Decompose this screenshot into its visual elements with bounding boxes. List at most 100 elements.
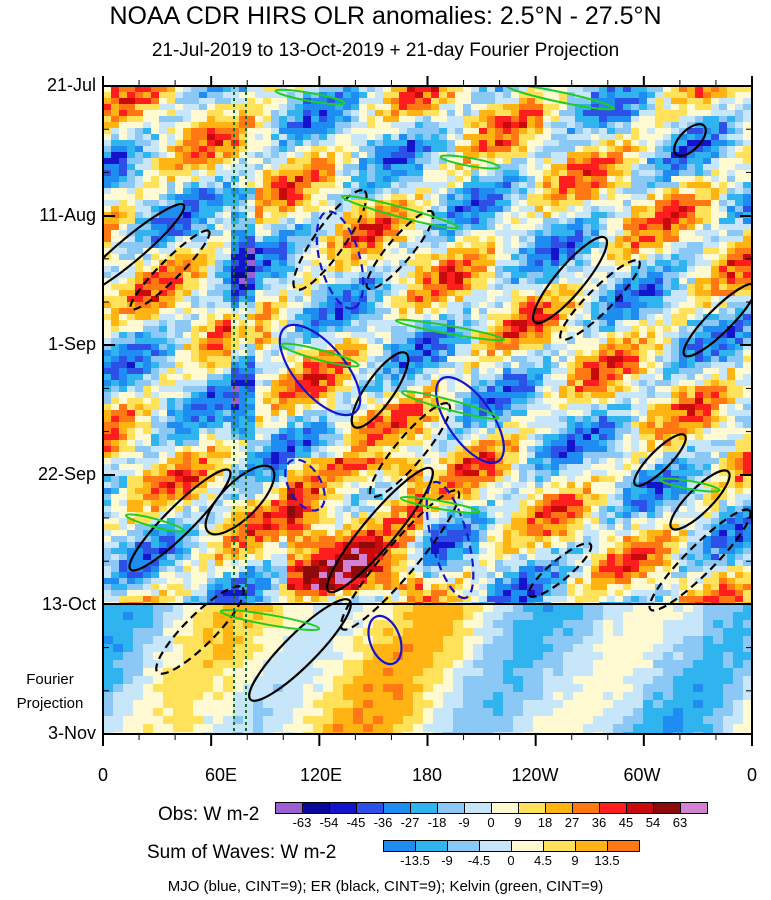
olr-cell <box>575 110 583 116</box>
olr-cell <box>279 320 287 326</box>
olr-cell <box>319 272 327 278</box>
olr-cell <box>215 410 223 416</box>
olr-cell <box>463 176 471 182</box>
olr-cell <box>223 158 231 164</box>
olr-cell <box>623 404 631 410</box>
olr-cell <box>183 254 191 260</box>
olr-cell <box>503 308 511 314</box>
olr-cell <box>367 338 375 344</box>
olr-cell <box>295 344 303 350</box>
olr-cell <box>199 194 207 200</box>
olr-cell <box>359 314 367 320</box>
olr-cell <box>359 146 367 152</box>
olr-cell <box>727 434 735 440</box>
olr-cell <box>431 284 439 290</box>
olr-cell <box>151 152 159 158</box>
olr-cell <box>471 392 479 398</box>
olr-cell <box>143 104 151 110</box>
olr-cell <box>295 218 303 224</box>
olr-cell <box>391 422 399 428</box>
olr-cell <box>639 326 647 332</box>
olr-cell <box>255 200 263 206</box>
olr-cell <box>111 314 119 320</box>
olr-cell <box>303 92 311 98</box>
olr-cell <box>215 116 223 122</box>
olr-cell <box>103 362 111 368</box>
olr-cell <box>695 416 703 422</box>
olr-cell <box>575 362 583 368</box>
olr-cell <box>479 362 487 368</box>
olr-cell <box>695 200 703 206</box>
olr-cell <box>687 272 695 278</box>
olr-cell <box>527 164 535 170</box>
olr-cell <box>263 260 271 266</box>
olr-cell <box>639 194 647 200</box>
olr-cell <box>687 170 695 176</box>
olr-cell <box>247 122 255 128</box>
olr-cell <box>655 344 663 350</box>
olr-cell <box>343 254 351 260</box>
olr-cell <box>735 410 743 416</box>
olr-cell <box>631 188 639 194</box>
olr-cell <box>335 302 343 308</box>
olr-cell <box>183 140 191 146</box>
olr-cell <box>199 392 207 398</box>
olr-cell <box>343 86 351 92</box>
olr-cell <box>583 206 591 212</box>
olr-cell <box>415 134 423 140</box>
olr-cell <box>407 338 415 344</box>
olr-cell <box>159 344 167 350</box>
olr-cell <box>103 134 111 140</box>
olr-cell <box>695 152 703 158</box>
olr-cell <box>423 314 431 320</box>
olr-cell <box>279 188 287 194</box>
olr-cell <box>487 194 495 200</box>
olr-cell <box>567 206 575 212</box>
olr-cell <box>703 428 711 434</box>
olr-cell <box>663 110 671 116</box>
olr-cell <box>239 326 247 332</box>
olr-cell <box>391 362 399 368</box>
olr-cell <box>375 110 383 116</box>
olr-cell <box>599 428 607 434</box>
olr-cell <box>607 368 615 374</box>
olr-cell <box>239 122 247 128</box>
olr-cell <box>239 440 247 446</box>
olr-cell <box>671 260 679 266</box>
olr-cell <box>375 182 383 188</box>
olr-cell <box>151 200 159 206</box>
olr-cell <box>383 404 391 410</box>
olr-cell <box>223 314 231 320</box>
olr-cell <box>503 92 511 98</box>
olr-cell <box>175 254 183 260</box>
olr-cell <box>711 284 719 290</box>
olr-cell <box>607 338 615 344</box>
olr-cell <box>583 284 591 290</box>
olr-cell <box>423 380 431 386</box>
olr-cell <box>303 392 311 398</box>
olr-cell <box>439 194 447 200</box>
olr-cell <box>255 380 263 386</box>
olr-cell <box>439 332 447 338</box>
olr-cell <box>695 422 703 428</box>
olr-cell <box>615 182 623 188</box>
olr-cell <box>167 356 175 362</box>
olr-cell <box>287 290 295 296</box>
olr-cell <box>591 158 599 164</box>
olr-cell <box>423 164 431 170</box>
olr-cell <box>711 242 719 248</box>
olr-cell <box>679 272 687 278</box>
olr-cell <box>727 404 735 410</box>
olr-cell <box>167 116 175 122</box>
olr-cell <box>247 362 255 368</box>
olr-cell <box>551 158 559 164</box>
olr-cell <box>439 242 447 248</box>
olr-cell <box>431 194 439 200</box>
olr-cell <box>487 170 495 176</box>
olr-cell <box>511 98 519 104</box>
olr-cell <box>527 392 535 398</box>
olr-cell <box>159 392 167 398</box>
olr-cell <box>447 422 455 428</box>
olr-cell <box>167 170 175 176</box>
olr-cell <box>271 404 279 410</box>
